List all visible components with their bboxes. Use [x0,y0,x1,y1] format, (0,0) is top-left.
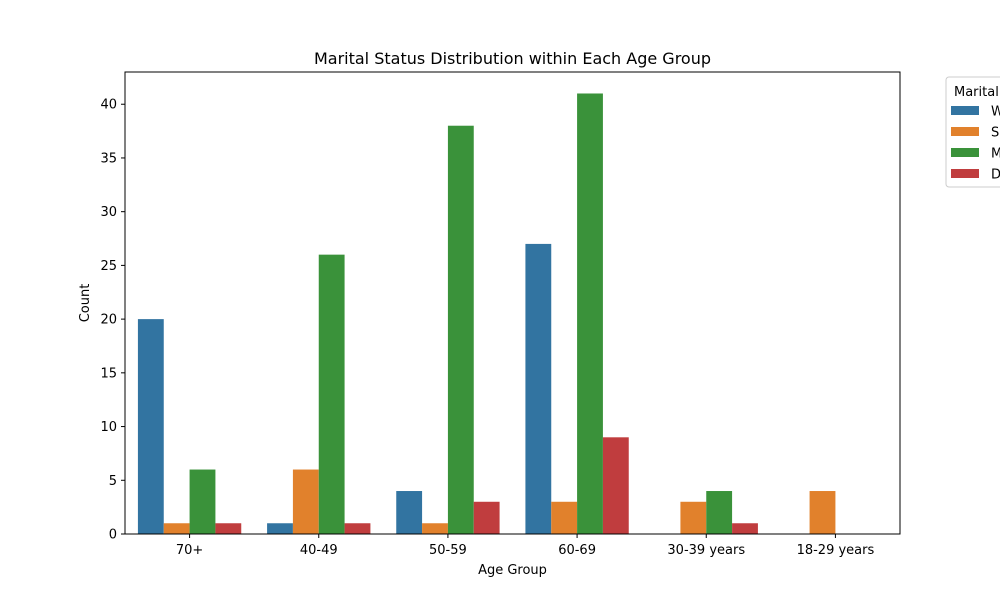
bar-M-50-59 [447,125,474,534]
bar-S-60-69 [551,501,578,534]
x-tick-label: 30-39 years [667,543,745,558]
legend-swatch-D [951,169,979,178]
y-axis-ticks: 0 5 10 15 20 25 30 35 40 [100,98,125,543]
bar-W-70- [137,319,164,534]
legend-label-M: M [991,147,1000,162]
y-axis-label: Count [78,284,93,323]
x-tick-label: 50-59 [429,543,467,558]
bar-D-40-49 [344,523,371,534]
bar-W-60-69 [525,243,552,534]
x-tick-label: 18-29 years [797,543,875,558]
bar-D-70- [215,523,242,534]
legend-label-D: D [991,168,1000,183]
x-axis-label: Age Group [478,563,547,578]
x-tick-label: 70+ [176,543,203,558]
bar-M-40-49 [318,254,345,534]
x-tick-label: 40-49 [300,543,338,558]
x-tick-label: 60-69 [558,543,596,558]
legend-title: Marital [954,85,999,100]
legend-swatch-W [951,106,979,115]
bar-S-30-39-years [680,501,707,534]
y-tick-label: 5 [109,474,117,489]
chart-title: Marital Status Distribution within Each … [314,49,711,68]
x-axis-ticks: 70+ 40-49 50-59 60-69 30-39 years 18-29 years [176,534,875,558]
bar-S-40-49 [292,469,319,534]
bar-M-30-39-years [706,491,733,534]
legend-swatch-M [951,148,979,157]
bar-W-40-49 [267,523,293,534]
y-tick-label: 15 [100,366,117,381]
bar-D-30-39-years [732,523,758,534]
bar-S-18-29-years [809,491,836,534]
bar-S-50-59 [422,523,448,534]
legend-label-W: W [991,105,1000,120]
bar-M-60-69 [577,93,603,534]
legend-label-S: S [991,126,999,141]
bar-D-50-59 [473,501,500,534]
y-tick-label: 0 [109,528,117,543]
y-tick-label: 40 [100,98,117,113]
bar-W-50-59 [396,491,423,534]
bar-D-60-69 [602,437,629,534]
y-tick-label: 25 [100,259,117,274]
y-tick-label: 10 [100,420,117,435]
bars-group [137,93,836,534]
bar-S-70- [163,523,190,534]
plot-frame [124,71,901,535]
bar-M-70- [189,469,216,534]
legend-swatch-S [951,127,979,136]
y-tick-label: 30 [100,205,117,220]
y-tick-label: 20 [100,313,117,328]
y-tick-label: 35 [100,151,117,166]
